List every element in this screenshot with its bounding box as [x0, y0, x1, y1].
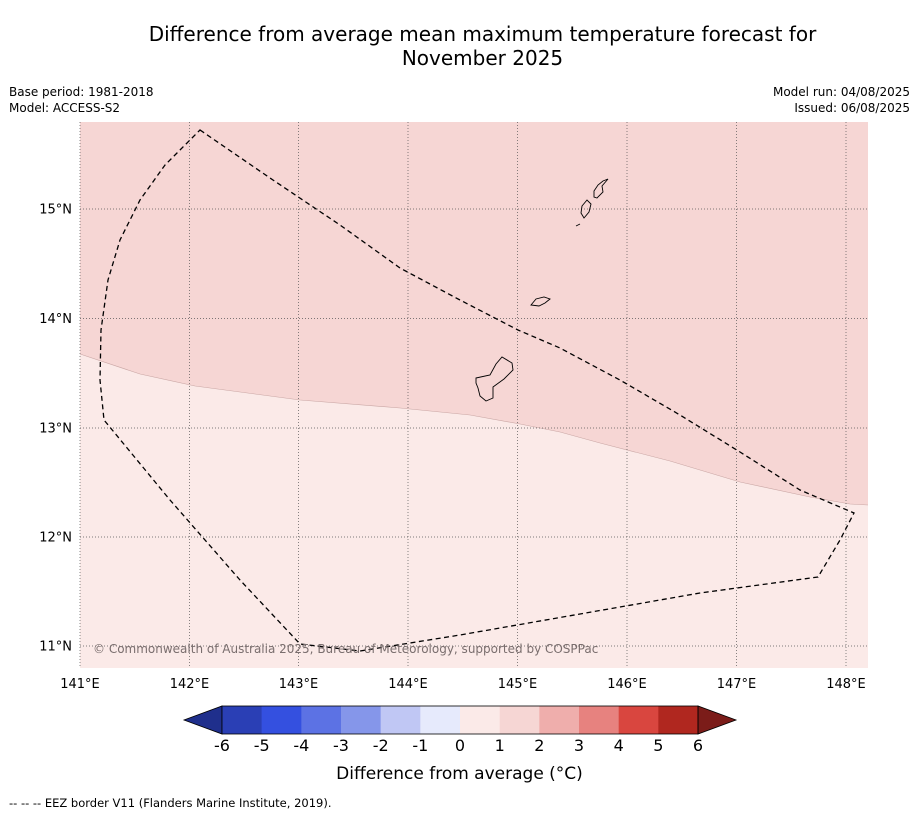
colorbar-segment: [301, 706, 342, 734]
colorbar-tick-label: -3: [333, 736, 349, 755]
colorbar-segment: [380, 706, 421, 734]
lat-label-12: 12°N: [39, 531, 72, 546]
lon-labels: 141°E 142°E 143°E 144°E 145°E 146°E 147°…: [60, 677, 866, 692]
lon-label-142: 142°E: [170, 677, 210, 692]
model-name: Model: ACCESS-S2: [9, 101, 121, 115]
meta-left: Base period: 1981-2018 Model: ACCESS-S2: [9, 84, 154, 116]
title-line-2: November 2025: [401, 46, 564, 70]
colorbar-tick-label: 6: [693, 736, 703, 755]
island-rota: [530, 296, 551, 307]
model-run: Model run: 04/08/2025: [772, 85, 910, 99]
colorbar-segment: [222, 706, 262, 734]
lon-label-144: 144°E: [388, 677, 428, 692]
colorbar-tick-label: -6: [214, 736, 230, 755]
colorbar-segment: [539, 706, 580, 734]
base-period: Base period: 1981-2018: [9, 85, 154, 99]
meta-right: Model run: 04/08/2025 Issued: 06/08/2025: [773, 84, 910, 116]
lat-label-11: 11°N: [39, 640, 72, 655]
lon-label-147: 147°E: [717, 677, 757, 692]
lat-labels: 15°N 14°N 13°N 12°N 11°N: [39, 203, 72, 655]
lon-label-148: 148°E: [826, 677, 866, 692]
island-aguijan: [575, 223, 581, 227]
colorbar-segment: [420, 706, 461, 734]
lon-label-143: 143°E: [279, 677, 319, 692]
colorbar-segment: [261, 706, 302, 734]
colorbar-frame: [221, 705, 699, 735]
colorbar-tick-label: 3: [574, 736, 584, 755]
eez-border: [99, 129, 855, 652]
colorbar-segment: [499, 706, 540, 734]
gridlines: [79, 122, 868, 668]
lat-label-13: 13°N: [39, 422, 72, 437]
lat-label-14: 14°N: [39, 312, 72, 327]
colorbar-tick-label: -5: [254, 736, 270, 755]
colorbar-segment: [618, 706, 659, 734]
island-saipan: [593, 178, 609, 199]
lat-label-15: 15°N: [39, 203, 72, 218]
colorbar-title: Difference from average (°C): [336, 764, 583, 784]
island-guam: [475, 356, 514, 402]
colorbar-tick-label: 2: [534, 736, 544, 755]
colorbar-segment: [658, 706, 699, 734]
title-line-1: Difference from average mean maximum tem…: [148, 22, 817, 46]
colorbar-tick-label: 1: [495, 736, 505, 755]
colorbar-extend-high: [697, 705, 738, 735]
colorbar-segment: [341, 706, 381, 734]
colorbar-segment: [460, 706, 500, 734]
lon-label-141: 141°E: [60, 677, 100, 692]
colorbar-tick-label: -2: [373, 736, 389, 755]
lon-label-145: 145°E: [498, 677, 538, 692]
colorbar-tick-label: -4: [293, 736, 309, 755]
colorbar-extend-low: [182, 705, 223, 735]
island-tinian: [580, 199, 592, 219]
copyright-notice: © Commonwealth of Australia 2025, Bureau…: [93, 642, 598, 656]
colorbar-tick-label: 0: [455, 736, 465, 755]
colorbar-tick-label: -1: [412, 736, 428, 755]
colorbar-tick-label: 5: [653, 736, 663, 755]
colorbar: -6 -5 -4 -3 -2 -1 0 1 2 3 4 5 6: [182, 705, 738, 755]
eez-footnote: -- -- -- EEZ border V11 (Flanders Marine…: [9, 796, 332, 810]
islands: [475, 178, 609, 402]
colorbar-segment: [579, 706, 619, 734]
lon-label-146: 146°E: [607, 677, 647, 692]
issued-date: Issued: 06/08/2025: [794, 101, 910, 115]
colorbar-tick-label: 4: [614, 736, 624, 755]
map-title: Difference from average mean maximum tem…: [0, 22, 919, 70]
